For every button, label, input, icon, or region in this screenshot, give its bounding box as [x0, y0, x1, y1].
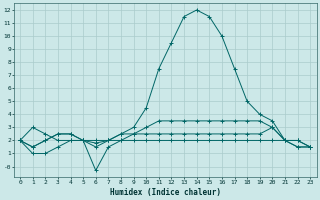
X-axis label: Humidex (Indice chaleur): Humidex (Indice chaleur)	[110, 188, 220, 197]
